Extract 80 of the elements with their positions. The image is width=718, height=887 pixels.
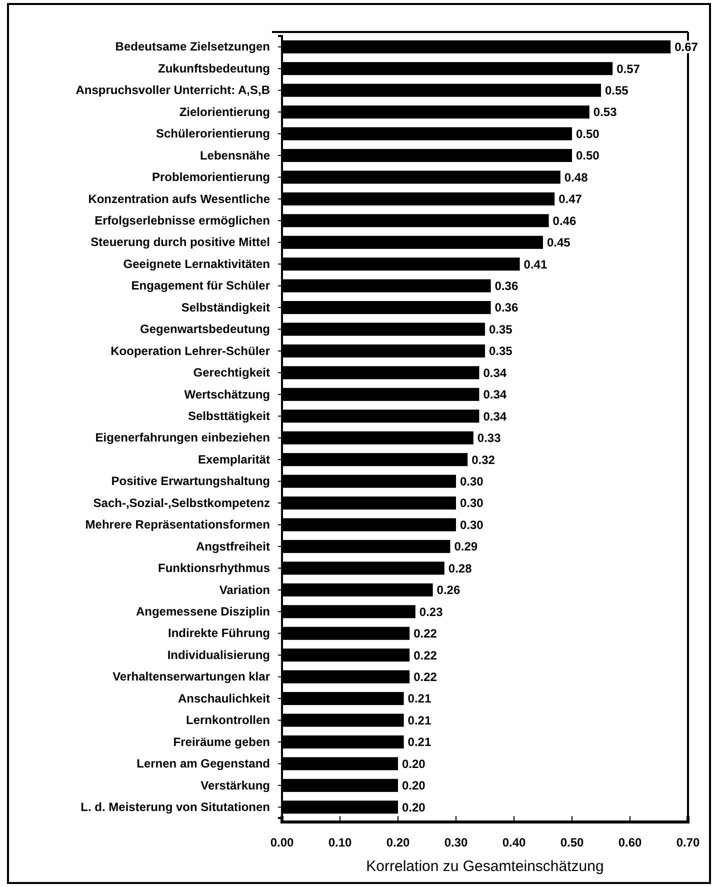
x-tick-label: 0.00: [270, 836, 294, 850]
data-label: 0.32: [472, 452, 496, 467]
data-label: 0.33: [477, 431, 502, 446]
data-label: 0.41: [524, 257, 548, 272]
x-tick-label: 0.70: [676, 836, 700, 850]
data-label: 0.21: [408, 713, 432, 728]
x-tick-label: 0.20: [386, 836, 410, 850]
data-label: 0.23: [419, 604, 444, 619]
y-tick-label: Engagement für Schüler: [131, 278, 270, 293]
y-tick-label: Kooperation Lehrer-Schüler: [110, 344, 270, 358]
y-tick-label: Indirekte Führung: [168, 626, 270, 640]
y-tick-label: Anspruchsvoller Unterricht: A,S,B: [76, 83, 270, 98]
data-label: 0.30: [460, 474, 484, 489]
y-tick-label: Lernen am Gegenstand: [136, 756, 270, 771]
y-tick-label: Anschaulichkeit: [178, 691, 270, 706]
y-tick-label: Lernkontrollen: [186, 713, 270, 728]
y-tick-label: Selbsttätigkeit: [188, 408, 270, 423]
data-label: 0.22: [414, 670, 438, 684]
y-tick-label: Problemorientierung: [152, 170, 270, 184]
data-label: 0.22: [414, 648, 438, 662]
x-tick-label: 0.40: [502, 836, 526, 850]
data-label: 0.20: [402, 756, 426, 771]
data-label: 0.34: [483, 409, 507, 424]
data-label: 0.34: [483, 388, 507, 402]
y-tick-label: Selbständigkeit: [181, 300, 270, 314]
data-label: 0.20: [402, 778, 426, 793]
y-tick-label: Eigenerfahrungen einbeziehen: [95, 430, 270, 445]
y-tick-label: Zukunftsbedeutung: [158, 61, 270, 76]
data-label: 0.30: [460, 496, 484, 510]
y-tick-label: Positive Erwartungshaltung: [111, 474, 270, 488]
data-label: 0.48: [564, 170, 588, 184]
y-tick-label: Gegenwartsbedeutung: [140, 322, 270, 336]
y-tick-label: Angemessene Disziplin: [136, 604, 270, 618]
data-label: 0.50: [576, 126, 600, 141]
data-label: 0.36: [494, 300, 518, 315]
data-label: 0.57: [616, 62, 640, 76]
x-axis-title: Korrelation zu Gesamteinschätzung: [366, 858, 604, 875]
y-tick-label: Gerechtigkeit: [193, 366, 270, 380]
data-label: 0.34: [483, 366, 507, 380]
data-label: 0.21: [408, 735, 432, 750]
data-label: 0.45: [547, 236, 571, 250]
data-label: 0.22: [414, 626, 438, 641]
y-tick-label: Schülerorientierung: [156, 126, 270, 141]
data-label: 0.30: [460, 518, 484, 532]
y-tick-label: Funktionsrhythmus: [158, 561, 270, 576]
y-tick-label: Verstärkung: [200, 778, 270, 792]
data-label: 0.35: [489, 344, 513, 358]
data-label: 0.53: [593, 105, 618, 120]
data-label: 0.47: [558, 192, 582, 206]
data-label: 0.55: [605, 84, 629, 98]
x-tick-label: 0.60: [618, 836, 642, 850]
x-tick-label: 0.50: [560, 836, 584, 850]
y-tick-label: Wertschätzung: [184, 387, 270, 402]
y-tick-label: Individualisierung: [167, 648, 270, 662]
data-label: 0.28: [448, 561, 472, 576]
data-label: 0.36: [494, 279, 518, 294]
data-label: 0.26: [436, 583, 460, 598]
y-tick-label: Lebensnähe: [200, 148, 270, 162]
x-tick-label: 0.30: [444, 836, 468, 850]
y-tick-label: Angstfreiheit: [196, 539, 270, 554]
y-tick-label: Verhaltenserwartungen klar: [112, 670, 270, 684]
y-tick-label: Steuerung durch positive Mittel: [90, 235, 270, 250]
y-tick-label: Erfolgserlebnisse ermöglichen: [94, 213, 270, 228]
data-label: 0.29: [454, 540, 478, 554]
data-label: 0.46: [552, 214, 576, 228]
y-tick-label: L. d. Meisterung von Situtationen: [80, 800, 270, 814]
y-tick-label: Konzentration aufs Wesentliche: [88, 192, 270, 206]
y-tick-label: Mehrere Repräsentationsformen: [85, 518, 270, 532]
y-tick-label: Variation: [219, 582, 270, 597]
x-tick-label: 0.10: [328, 836, 352, 850]
data-label: 0.21: [408, 692, 432, 706]
y-tick-label: Geeignete Lernaktivitäten: [123, 256, 270, 271]
data-label: 0.20: [402, 800, 426, 814]
y-tick-label: Bedeutsame Zielsetzungen: [115, 40, 270, 54]
y-tick-label: Exemplarität: [198, 452, 270, 466]
data-label: 0.35: [489, 322, 513, 336]
y-tick-label: Freiräume geben: [173, 734, 270, 749]
y-tick-label: Sach-,Sozial-,Selbstkompetenz: [93, 496, 270, 510]
data-label: 0.50: [576, 148, 600, 163]
y-tick-label: Zielorientierung: [179, 104, 270, 119]
